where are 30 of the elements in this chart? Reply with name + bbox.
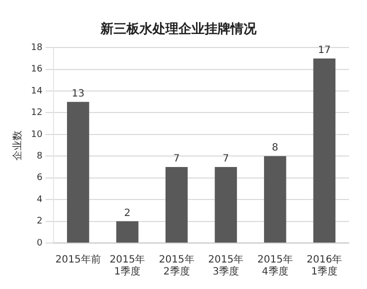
x-tick-label: 2015年 1季度 [110,254,146,278]
y-tick-label: 8 [36,152,43,162]
data-label: 7 [173,154,180,165]
y-axis-title: 企业数 [12,130,24,160]
bar [67,102,90,242]
data-label: 7 [222,154,230,165]
x-tick-label: 2015年前 [55,254,101,266]
bar [116,221,138,242]
x-tick-label: 2015年 3季度 [208,254,244,278]
data-label: 8 [272,142,278,154]
y-tick-label: 4 [36,194,43,205]
y-tick-label: 0 [36,238,43,248]
bar [264,156,286,242]
data-label: 13 [72,88,84,100]
y-tick-label: 10 [31,130,43,140]
bar [214,167,237,242]
x-tick-label: 2016年 1季度 [306,254,342,278]
y-tick-label: 12 [31,108,42,118]
x-tick-label: 2015年 4季度 [257,254,293,278]
bar [166,167,188,242]
y-tick-label: 2 [36,216,42,227]
y-tick-label: 14 [31,86,43,96]
chart-title: 新三板水处理企业挂牌情况 [100,21,258,38]
x-tick-label: 2015年 2季度 [158,254,194,278]
data-label: 2 [124,208,131,219]
y-tick-label: 16 [31,64,43,75]
bar [313,58,336,242]
data-label: 17 [318,45,331,56]
y-tick-label: 18 [31,42,43,53]
y-tick-label: 6 [36,173,43,184]
